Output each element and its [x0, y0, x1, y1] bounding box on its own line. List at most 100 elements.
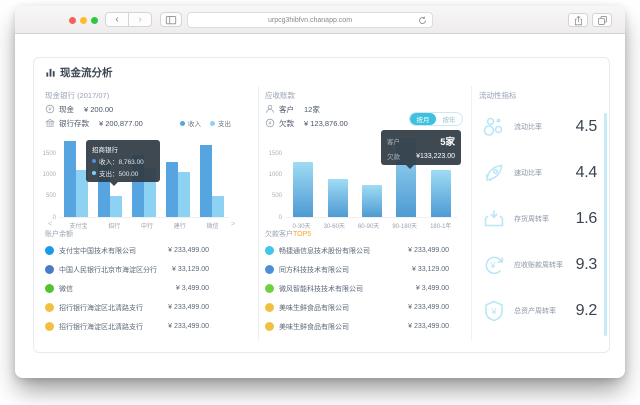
- svg-text:¥: ¥: [48, 107, 52, 113]
- y-axis-tick: 500: [45, 193, 56, 200]
- url-text: urpcg3hibfvn.chanapp.com: [267, 16, 353, 24]
- bar[interactable]: [327, 178, 348, 217]
- minimize-window-button[interactable]: [80, 17, 87, 24]
- income-dot-icon: [92, 159, 96, 163]
- legend-expense[interactable]: 支出: [210, 118, 231, 128]
- bar[interactable]: [64, 140, 76, 217]
- debtor-row[interactable]: 微风智能科技技术有限公司 ¥ 3,499.00: [265, 282, 449, 295]
- liquidity-heading: 流动性指标: [479, 91, 517, 100]
- forward-button[interactable]: ›: [128, 12, 152, 27]
- bar[interactable]: [200, 144, 212, 217]
- sidebar-icon: [165, 15, 177, 24]
- tabs-overview-button[interactable]: [592, 13, 612, 27]
- chart-prev-button[interactable]: <: [48, 221, 53, 228]
- company-icon: [265, 265, 274, 274]
- tooltip-debt-row: 欠款 ¥133,223.00: [387, 152, 455, 162]
- company-icon: [265, 322, 274, 331]
- metric-current-ratio: 流动比率 4.5: [482, 114, 597, 140]
- chart-next-button[interactable]: >: [231, 221, 236, 228]
- toggle-monthly[interactable]: 按月: [410, 113, 436, 125]
- debtor-row[interactable]: 美味生鲜食品有限公司 ¥ 233,499.00: [265, 301, 449, 314]
- customers-label: 客户: [279, 104, 294, 114]
- top5-highlight: TOP5: [293, 231, 312, 238]
- refresh-button[interactable]: [418, 16, 427, 25]
- bar[interactable]: [361, 185, 382, 217]
- yen-cycle-icon: ¥: [485, 256, 504, 275]
- metric-receivables-turnover: ¥ 应收账款周转率 9.3: [482, 252, 597, 278]
- bar[interactable]: [430, 170, 451, 217]
- cash-bank-heading: 现金银行 (2017/07): [45, 91, 110, 100]
- debtor-row[interactable]: 畅捷通信息技术股份有限公司 ¥ 233,499.00: [265, 244, 449, 257]
- legend-expense-label: 支出: [218, 121, 231, 128]
- metric-quick-ratio: 速动比率 4.4: [482, 160, 597, 186]
- bubbles-icon: [483, 117, 503, 136]
- deposit-label: 银行存款: [59, 118, 89, 128]
- chart-legend[interactable]: 收入 支出: [154, 118, 231, 128]
- account-row[interactable]: 招行银行海淀区北清路支行 ¥ 233,499.00: [45, 301, 209, 314]
- back-button[interactable]: ‹: [105, 12, 129, 27]
- share-button[interactable]: [568, 13, 588, 27]
- bar[interactable]: [293, 161, 314, 217]
- y-axis-tick: 1500: [268, 150, 282, 157]
- close-window-button[interactable]: [69, 17, 76, 24]
- toggle-yearly[interactable]: 按年: [442, 117, 456, 124]
- debt-label: 欠款: [279, 118, 294, 128]
- bar-group[interactable]: [64, 140, 88, 217]
- account-row[interactable]: 招行银行海淀区北清路支行 ¥ 233,499.00: [45, 320, 209, 333]
- debt-stat-row: ¥ 欠款 ¥ 123,876.00: [265, 118, 348, 128]
- company-icon: [265, 303, 274, 312]
- debtor-row[interactable]: 同方科技技术有限公司 ¥ 33,129.00: [265, 263, 449, 276]
- account-row[interactable]: 微信 ¥ 3,499.00: [45, 282, 209, 295]
- debtor-row[interactable]: 美味生鲜食品有限公司 ¥ 233,499.00: [265, 320, 449, 333]
- x-axis-label: 90-180天: [392, 224, 418, 230]
- aging-tooltip: 客户 5家 欠款 ¥133,223.00: [381, 130, 461, 169]
- bar[interactable]: [178, 172, 190, 217]
- bar-group[interactable]: [166, 161, 190, 217]
- browser-toolbar: ‹ › urpcg3hibfvn.chanapp.com: [15, 6, 625, 34]
- yen-shield-icon: ¥: [485, 300, 503, 322]
- account-row[interactable]: 中国人民银行北京市海淀区分行 ¥ 33,129.00: [45, 263, 209, 276]
- receivables-x-axis: 0-30天 30-60天 60-90天 90-180天 180-1年: [286, 221, 458, 230]
- period-toggle: 按月 按年: [409, 112, 463, 126]
- bar[interactable]: [76, 170, 88, 217]
- bar[interactable]: [166, 161, 178, 217]
- scroll-indicator[interactable]: [604, 113, 607, 336]
- yen-coin-icon: ¥: [265, 118, 275, 128]
- pboc-bank-icon: [45, 265, 54, 274]
- bar[interactable]: [110, 195, 122, 217]
- svg-text:¥: ¥: [489, 261, 496, 271]
- cmb-bank-icon: [45, 322, 54, 331]
- income-dot-icon: [180, 120, 185, 126]
- company-icon: [265, 246, 274, 255]
- bar-group[interactable]: [361, 185, 382, 217]
- sidebar-toggle-button[interactable]: [160, 12, 182, 27]
- account-row[interactable]: 支付宝中国技术有限公司 ¥ 233,499.00: [45, 244, 209, 257]
- svg-text:¥: ¥: [268, 121, 272, 127]
- accounts-heading: 账户余额: [45, 231, 73, 238]
- bar[interactable]: [212, 195, 224, 217]
- page-title: 现金流分析: [45, 65, 113, 80]
- legend-income[interactable]: 收入: [180, 118, 201, 128]
- address-bar[interactable]: urpcg3hibfvn.chanapp.com: [187, 12, 433, 28]
- share-icon: [574, 15, 582, 25]
- x-axis-label: 招行: [108, 224, 121, 230]
- x-axis-label: 180-1年: [430, 224, 452, 230]
- bar-group[interactable]: [430, 170, 451, 217]
- divider: [471, 86, 472, 341]
- y-axis-tick: 0: [52, 214, 56, 221]
- y-axis-tick: 1500: [42, 150, 56, 157]
- x-axis-label: 微信: [206, 224, 219, 230]
- zoom-window-button[interactable]: [91, 17, 98, 24]
- cash-value: ¥ 200.00: [84, 104, 114, 114]
- alipay-icon: [45, 246, 54, 255]
- receivables-heading: 应收账款: [265, 91, 295, 100]
- x-axis-label: 60-90天: [357, 224, 380, 230]
- top-debtors-heading: 欠款客户TOP5: [265, 231, 312, 238]
- x-axis-label: 0-30天: [292, 224, 311, 230]
- bar-group[interactable]: [293, 161, 314, 217]
- bar-group[interactable]: [200, 144, 224, 217]
- cmb-bank-icon: [45, 303, 54, 312]
- wechat-icon: [45, 284, 54, 293]
- bar-group[interactable]: [327, 178, 348, 217]
- legend-income-label: 收入: [188, 121, 201, 128]
